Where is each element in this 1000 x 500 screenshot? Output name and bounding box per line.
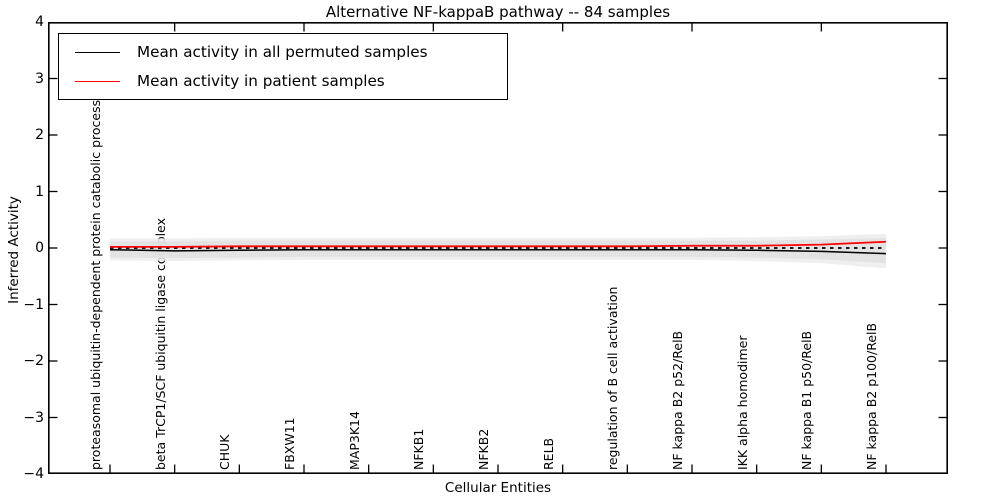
chart-plot-svg [48, 22, 948, 474]
legend-entry-patient: Mean activity in patient samples [59, 70, 507, 92]
legend-box: Mean activity in all permuted samples Me… [58, 33, 508, 100]
y-tick-label: 2 [35, 127, 44, 143]
chart-title: Alternative NF-kappaB pathway -- 84 samp… [325, 3, 671, 21]
legend-entry-label: Mean activity in all permuted samples [137, 43, 428, 61]
y-tick-label: 3 [35, 70, 44, 87]
y-tick-label: −2 [23, 353, 44, 369]
x-axis-label: Cellular Entities [444, 480, 552, 496]
y-tick-label: −3 [23, 409, 44, 426]
y-tick-label: 0 [35, 240, 44, 256]
plot-area: proteasomal ubiquitin-dependent protein … [48, 22, 948, 474]
legend-entry-label: Mean activity in patient samples [137, 72, 385, 90]
legend-entry-permuted: Mean activity in all permuted samples [59, 41, 507, 63]
y-tick-label: 1 [35, 183, 44, 200]
red-line-sample-icon [75, 80, 120, 82]
y-tick-label: −4 [23, 466, 44, 482]
y-tick-label: −1 [23, 296, 44, 313]
y-tick-label: 4 [35, 14, 44, 30]
black-line-sample-icon [75, 51, 120, 53]
